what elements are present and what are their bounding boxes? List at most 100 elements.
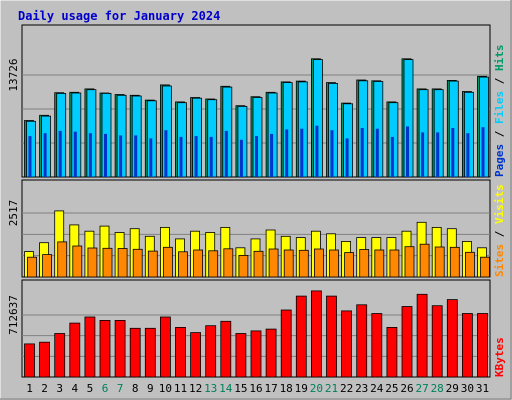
series-sites	[27, 241, 490, 278]
bar-pages-day-15	[239, 139, 243, 177]
legend-hits: Hits	[493, 45, 506, 72]
bar-sites-day-20	[313, 248, 324, 278]
x-tick-label: 17	[264, 382, 277, 395]
bar-sites-day-22	[344, 252, 355, 278]
bar-pages-day-5	[88, 133, 92, 177]
bar-kbytes-day-30	[461, 313, 473, 378]
bar-pages-day-31	[481, 127, 485, 177]
bar-sites-day-26	[404, 246, 415, 278]
bar-kbytes-day-15	[235, 333, 247, 378]
bar-kbytes-day-13	[205, 325, 217, 378]
x-tick-label: 11	[174, 382, 187, 395]
bar-kbytes-day-18	[280, 309, 292, 378]
x-tick-label: 29	[446, 382, 459, 395]
legend-separator: /	[493, 224, 506, 244]
x-tick-label: 28	[431, 382, 444, 395]
bar-kbytes-day-12	[190, 332, 202, 378]
bar-pages-day-4	[73, 131, 77, 177]
panel-visits-sites: 2517	[7, 179, 491, 278]
bar-sites-day-9	[147, 250, 158, 278]
bar-sites-day-13	[208, 250, 219, 278]
legend-pages: Pages	[493, 144, 506, 177]
bar-pages-day-9	[149, 138, 153, 177]
bar-pages-day-10	[164, 130, 168, 177]
x-tick-label: 14	[219, 382, 233, 395]
bar-kbytes-day-8	[129, 327, 141, 378]
bar-kbytes-day-17	[265, 328, 277, 378]
panel-scale-label: 13726	[7, 58, 20, 91]
bar-pages-day-12	[194, 136, 198, 177]
legend-text: Sites / Visits	[493, 184, 506, 277]
series-kbytes	[24, 290, 488, 378]
bar-pages-day-20	[315, 125, 319, 177]
bar-sites-day-25	[389, 249, 400, 278]
bar-sites-day-2	[42, 254, 52, 278]
x-tick-label: 15	[234, 382, 247, 395]
x-tick-label: 6	[102, 382, 109, 395]
bar-pages-day-3	[58, 130, 62, 177]
bar-kbytes-day-1	[24, 343, 35, 378]
bar-pages-day-28	[436, 132, 440, 177]
bar-sites-day-16	[253, 250, 264, 278]
bar-sites-day-19	[298, 249, 309, 278]
bar-kbytes-day-11	[175, 326, 186, 378]
bar-kbytes-day-19	[295, 295, 307, 378]
x-tick-label: 3	[56, 382, 63, 395]
bar-kbytes-day-10	[159, 316, 171, 378]
x-tick-label: 4	[71, 382, 78, 395]
bar-pages-day-22	[345, 138, 349, 177]
x-tick-label: 2	[41, 382, 48, 395]
bar-sites-day-10	[162, 246, 173, 278]
legend-separator: /	[493, 124, 506, 144]
bar-kbytes-day-31	[477, 313, 488, 378]
x-tick-label: 23	[355, 382, 368, 395]
bar-pages-day-18	[285, 129, 289, 177]
legend-sites: Sites	[493, 244, 506, 277]
x-tick-label: 8	[132, 382, 139, 395]
bar-sites-day-12	[193, 249, 204, 278]
bar-kbytes-day-2	[39, 341, 50, 378]
bar-pages-day-13	[209, 136, 213, 177]
bar-sites-day-27	[419, 243, 430, 278]
legend-text: Pages / Files / Hits	[493, 45, 506, 178]
bar-sites-day-5	[87, 247, 98, 278]
panel-scale-label: 2517	[7, 200, 20, 227]
bar-kbytes-day-25	[386, 326, 398, 378]
x-tick-label: 26	[400, 382, 413, 395]
bar-pages-day-14	[224, 130, 228, 177]
bar-sites-day-8	[132, 248, 143, 278]
x-tick-label: 25	[385, 382, 398, 395]
bar-kbytes-day-21	[326, 295, 337, 378]
bar-pages-day-16	[255, 136, 258, 177]
bar-pages-day-26	[406, 126, 409, 177]
legend-visits-sites: Sites / Visits	[493, 184, 506, 277]
x-tick-label: 27	[415, 382, 428, 395]
bar-kbytes-day-20	[310, 290, 322, 378]
bar-pages-day-27	[421, 132, 425, 177]
bar-sites-day-4	[72, 245, 83, 278]
bar-kbytes-day-27	[416, 293, 428, 378]
x-tick-label: 7	[117, 382, 124, 395]
bar-sites-day-18	[283, 249, 294, 278]
x-tick-label: 20	[310, 382, 323, 395]
x-tick-label: 9	[147, 382, 154, 395]
x-tick-label: 13	[204, 382, 217, 395]
legend-separator: /	[493, 71, 506, 91]
bar-pages-day-2	[43, 133, 47, 177]
bar-sites-day-14	[223, 248, 234, 278]
bar-kbytes-day-29	[446, 299, 458, 378]
bar-kbytes-day-6	[99, 319, 111, 378]
bar-sites-day-6	[102, 247, 113, 278]
x-tick-label: 21	[325, 382, 338, 395]
bar-sites-day-17	[268, 248, 279, 278]
bar-sites-day-15	[238, 254, 249, 278]
bar-sites-day-28	[434, 246, 445, 278]
bar-kbytes-day-7	[114, 319, 126, 378]
bar-sites-day-30	[464, 251, 475, 278]
bar-kbytes-day-4	[69, 322, 81, 378]
legend-kbytes: KBytes	[493, 337, 506, 377]
bar-sites-day-29	[449, 246, 460, 278]
bar-kbytes-day-14	[220, 320, 232, 378]
x-tick-label: 22	[340, 382, 353, 395]
